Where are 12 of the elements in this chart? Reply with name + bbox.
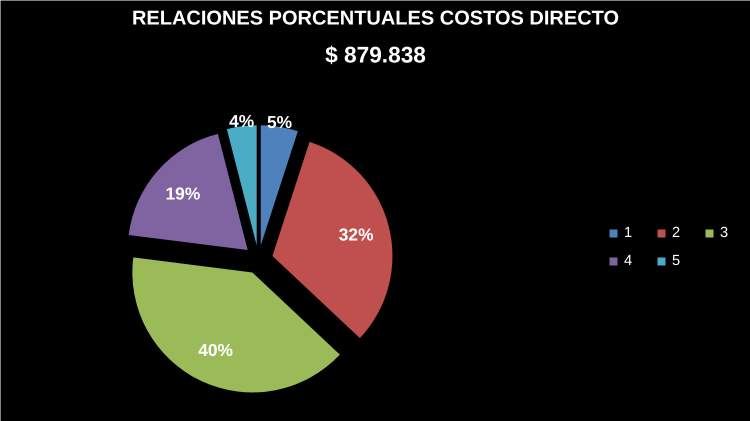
- data-label: 32%: [338, 224, 374, 245]
- legend-label: 2: [672, 224, 682, 240]
- legend-label: 1: [624, 224, 634, 240]
- data-label: 19%: [166, 183, 200, 204]
- legend-label: 5: [672, 252, 682, 268]
- data-label: 5%: [267, 112, 292, 132]
- chart-title: RELACIONES PORCENTUALES COSTOS DIRECTO: [132, 8, 620, 30]
- data-label: 40%: [198, 340, 233, 360]
- legend-label: 4: [624, 252, 634, 268]
- chart-subtitle: $ 879.838: [325, 42, 426, 68]
- legend-label: 3: [720, 224, 730, 240]
- data-label: 4%: [229, 111, 254, 132]
